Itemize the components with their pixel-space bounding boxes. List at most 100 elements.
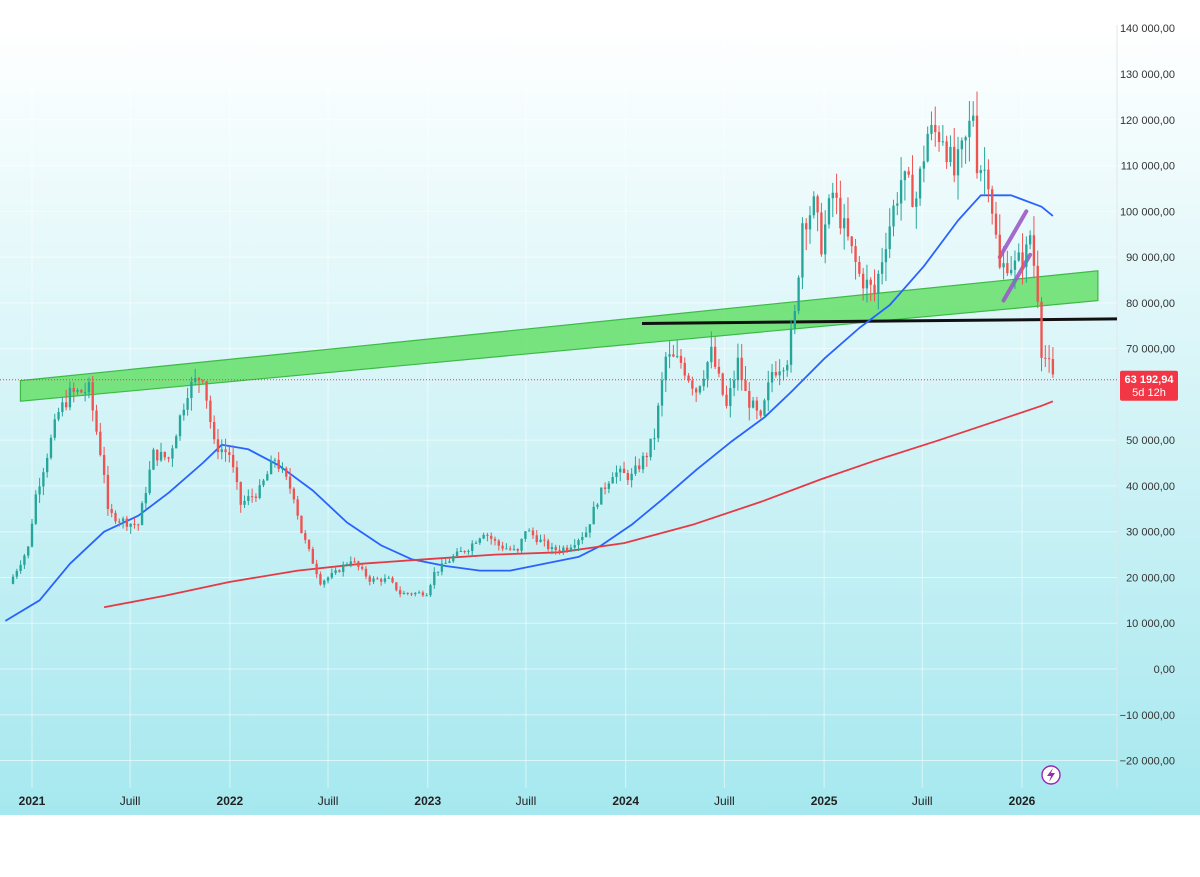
candle: [156, 449, 159, 466]
lightning-icon[interactable]: [1041, 765, 1061, 785]
candle-body: [129, 523, 132, 527]
candle-body: [880, 262, 884, 274]
candle: [991, 185, 994, 225]
candle-body: [930, 124, 933, 134]
candle-body: [706, 362, 709, 379]
candle: [338, 569, 341, 573]
candle-body: [30, 523, 34, 547]
candle: [171, 445, 174, 467]
candle-body: [95, 410, 98, 432]
candle-body: [471, 543, 474, 551]
candle-body: [998, 234, 1001, 268]
candle: [68, 381, 72, 411]
candle: [546, 538, 550, 552]
candle-body: [323, 580, 326, 585]
candle: [892, 199, 895, 237]
chart-bottom-margin: [0, 815, 1200, 872]
candle: [463, 550, 466, 554]
candle: [1021, 233, 1024, 285]
candle: [448, 557, 451, 564]
candle-body: [983, 169, 986, 171]
candle-body: [892, 205, 895, 227]
candle: [956, 136, 960, 200]
candle: [899, 157, 903, 221]
candle-body: [361, 566, 364, 569]
candle-body: [137, 524, 140, 526]
candle-body: [725, 394, 728, 406]
candle-body: [152, 449, 155, 470]
candle-body: [118, 521, 121, 523]
candle-body: [209, 400, 212, 422]
time-tick-label: Juill: [120, 794, 141, 808]
candle-body: [102, 455, 106, 475]
candle-body: [865, 279, 869, 289]
candle: [387, 575, 390, 579]
candle-body: [964, 137, 967, 141]
candle-body: [133, 523, 136, 525]
candle: [657, 402, 660, 443]
candle: [167, 456, 170, 463]
candle-body: [425, 595, 428, 597]
candle-body: [994, 213, 998, 235]
candle: [816, 194, 819, 232]
candle-body: [410, 593, 413, 595]
candle-body: [877, 273, 880, 294]
candle-body: [755, 400, 759, 411]
grid-lines: [0, 25, 1117, 788]
candle: [649, 438, 652, 461]
price-tick-label: 50 000,00: [1126, 435, 1175, 447]
candle: [949, 135, 952, 167]
time-tick-label: Juill: [516, 794, 537, 808]
candle-body: [250, 496, 254, 498]
candle-body: [729, 388, 732, 406]
candle: [330, 568, 333, 580]
candle-body: [87, 382, 91, 393]
candle: [376, 576, 379, 580]
candle-body: [448, 561, 451, 563]
candle-body: [452, 555, 455, 562]
candle: [231, 445, 235, 473]
candle-body: [645, 455, 648, 458]
candle-body: [770, 372, 774, 383]
candle: [600, 487, 603, 505]
candle-body: [759, 410, 762, 416]
candle: [414, 592, 417, 597]
candle-body: [649, 438, 652, 458]
candle: [83, 382, 87, 402]
candle-body: [1017, 252, 1020, 261]
candle: [717, 358, 721, 378]
candle-body: [805, 223, 808, 230]
candle-body: [668, 354, 671, 357]
candle: [201, 379, 204, 384]
candle-body: [338, 570, 341, 572]
candle: [668, 341, 671, 369]
candle: [11, 574, 15, 585]
candle: [808, 206, 812, 244]
candle: [960, 137, 963, 168]
candle: [361, 563, 364, 571]
candle-body: [907, 171, 910, 175]
candle: [740, 344, 743, 391]
candle: [1040, 297, 1043, 372]
candle: [391, 576, 394, 584]
candle: [125, 515, 129, 532]
candle-body: [106, 474, 110, 510]
candle-body: [1040, 301, 1043, 358]
candle: [562, 545, 565, 555]
candle-body: [57, 411, 60, 420]
candle: [676, 340, 679, 359]
candle: [505, 543, 508, 550]
candle-body: [660, 380, 664, 406]
candle: [433, 567, 436, 589]
candle-body: [440, 563, 444, 572]
candle-body: [288, 476, 292, 489]
candle: [1044, 345, 1047, 368]
candle-body: [903, 171, 907, 181]
candle: [372, 576, 375, 585]
candle: [99, 422, 102, 457]
candle: [121, 516, 125, 529]
candle: [702, 370, 705, 391]
axes: 140 000,00 130 000,00 120 000,00 110 000,00…: [19, 23, 1175, 808]
